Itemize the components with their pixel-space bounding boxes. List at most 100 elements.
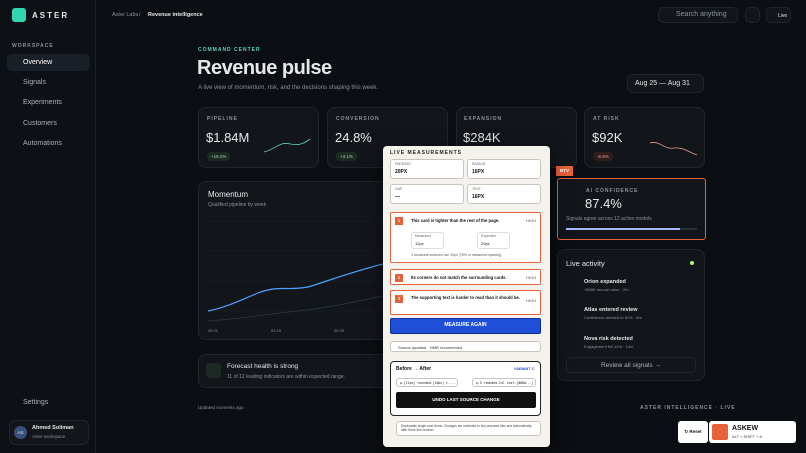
x-label: 05.01 [208,328,219,333]
forecast-title: Forecast health is strong [227,363,299,370]
measure-box [411,232,444,249]
activity-item-title: Orion expanded [584,279,626,285]
issue: 3 [390,290,541,315]
forecast-card [198,354,398,388]
after-code: p-5 rounded-2xl text-[#d8d...] [472,378,536,387]
diff-title: Before → After [396,366,432,372]
expected: 20px [481,241,490,246]
nav-item[interactable]: Signals [23,79,46,86]
kpi-label: AT RISK [593,116,620,122]
forecast-text: 11 of 12 leading indicators are within e… [227,374,346,380]
brand: ASTER [32,11,70,20]
issue-note: 3 structural surfaces use 20px (75% of m… [411,253,502,257]
kpi-label: PIPELINE [207,116,238,122]
measured-label: Measured [415,234,431,238]
kpi-delta: +3.1% [336,152,357,161]
user-workspace: Aster workspace [32,434,66,439]
toast-shortcut: ALT + SHIFT + A [732,434,763,439]
variant: VARIANT C [514,367,535,371]
section-label: WORKSPACE [12,43,54,49]
footer-left: Updated moments ago [198,405,244,410]
field-value: 20PX [395,169,408,175]
measure-box [477,232,510,249]
issue: 2 [390,269,541,285]
disclaimer: Deployable single-user demo. Changes are… [396,421,541,436]
issue-level: HIGH [526,218,536,223]
kpi-delta: -6.8% [593,152,613,161]
issue-number: 2 [395,274,403,282]
field-label: GAP [395,187,403,191]
x-label: 05.15 [271,328,282,333]
confidence-label: AI CONFIDENCE [586,188,639,194]
nav-item[interactable]: Settings [23,399,49,406]
live-button[interactable]: Live [766,7,791,23]
nav-item[interactable]: Customers [23,120,57,127]
activity-title: Live activity [566,259,605,268]
reset-button[interactable]: ↻ Reset [678,421,708,443]
progress-track [566,228,697,230]
kpi-delta: +18.2% [207,152,231,161]
activity-item-title: Atlas entered review [584,307,638,313]
user-name: Ahmed Soliman [32,425,74,431]
confidence-value: 87.4% [585,196,622,211]
card-title: Momentum [208,190,249,199]
tag: BTV [556,166,573,176]
kpi-value: 24.8% [335,130,372,145]
kpi-value: $92K [592,130,623,145]
x-label: 05.29 [334,328,345,333]
check-icon [206,363,221,378]
breadcrumb-sep: / [139,12,141,18]
kpi-label: CONVERSION [336,116,380,122]
measured: 12px [415,241,424,246]
field-value: — [395,194,400,200]
eyebrow: COMMAND CENTER [198,47,261,53]
expected-label: Expected [481,234,496,238]
activity-item-meta: +$38K annual value · 2m [584,287,629,292]
search-placeholder: Search anything [676,11,727,18]
date-range[interactable]: Aug 25 — Aug 31 [627,74,704,93]
kpi-label: EXPANSION [464,116,503,122]
status: Source updated · HMR reconnected [390,341,541,352]
issue-text: The supporting text is harder to read th… [411,295,520,300]
field-label: PADDING [395,162,411,166]
issue-number: 1 [395,217,403,225]
confidence-text: Signals agree across 12 active models [566,216,652,222]
page-subtitle: A live view of momentum, risk, and the d… [198,85,379,91]
issue-number: 3 [395,295,403,303]
field [390,159,464,179]
field-label: TEXT [472,187,481,191]
search[interactable] [658,7,738,23]
issue-level: HIGH [526,298,536,303]
field [467,184,541,204]
toast-title: ASKEW [732,425,759,432]
undo-button[interactable]: UNDO LAST SOURCE CHANGE [396,392,536,408]
notifications[interactable] [745,7,760,23]
page-title: Revenue pulse [197,57,332,79]
momentum-chart [207,220,384,322]
logo [12,8,26,22]
nav-item[interactable]: Overview [7,54,90,71]
issue-text: This card is tighter than the rest of th… [411,218,500,223]
sidebar [0,0,96,453]
nav-item[interactable]: Automations [23,140,62,147]
measure-button[interactable]: MEASURE AGAIN [390,318,541,334]
field-label: RADIUS [472,162,486,166]
before-code: p-[12px] rounded-[10px] t-... [396,378,458,387]
card-subtitle: Qualified pipeline by week [208,202,267,208]
kpi-value: $1.84M [206,130,250,145]
field [390,184,464,204]
review-link[interactable]: Review all signals → [566,357,696,373]
breadcrumb[interactable]: Aster Labs [112,12,139,18]
field-value: 16PX [472,194,485,200]
footer-right: ASTER INTELLIGENCE · LIVE [640,405,736,411]
nav-item[interactable]: Experiments [23,99,62,106]
field-value: 16PX [472,169,485,175]
issue-text: Its corners do not match the surrounding… [411,275,507,280]
activity-item-meta: Confidence climbed to 81% · 6m [584,315,642,320]
panel-title: LIVE MEASUREMENTS [390,150,463,156]
kpi-value: $284K [463,130,501,145]
avatar: AS [14,426,27,439]
toast-icon [712,424,728,440]
